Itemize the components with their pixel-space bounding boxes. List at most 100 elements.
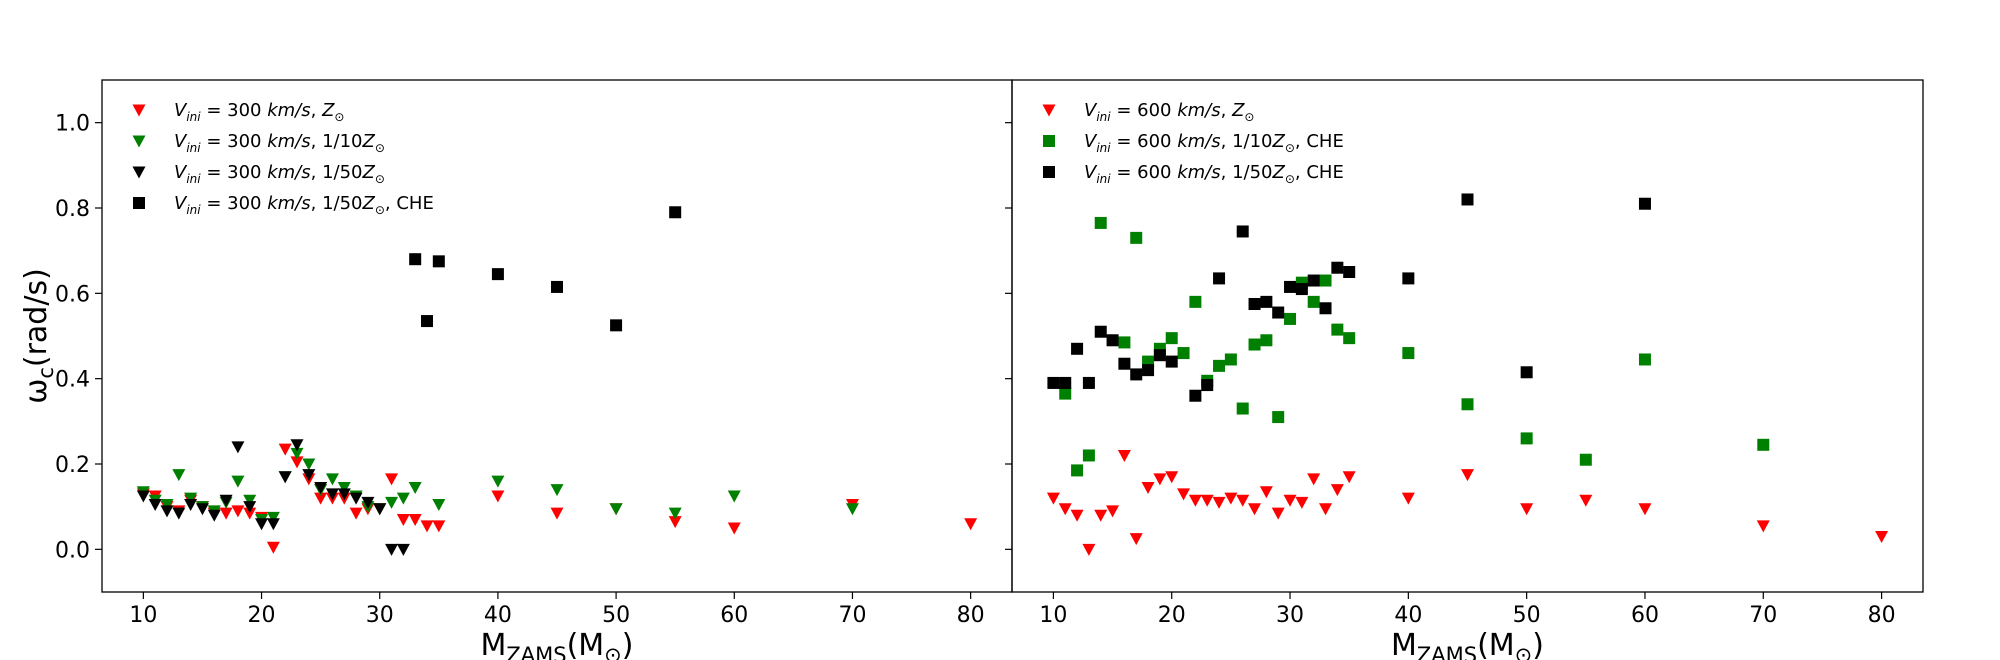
data-point: [1153, 473, 1167, 486]
x-tick-label: 60: [1631, 603, 1659, 628]
legend-entry: Vini = 300 km/s, 1/50Z⊙, CHE: [174, 193, 434, 217]
data-point: [1295, 496, 1309, 509]
data-point: [1212, 496, 1226, 509]
data-point: [491, 490, 505, 503]
data-point: [1046, 492, 1060, 505]
data-point: [1579, 494, 1593, 507]
data-point: [396, 543, 410, 556]
data-point: [420, 520, 434, 533]
series-1-1: [1059, 216, 1770, 477]
data-point: [550, 507, 564, 520]
data-point: [1342, 471, 1356, 484]
x-tick-label: 10: [1039, 603, 1067, 628]
data-point: [1213, 272, 1226, 285]
data-point: [349, 507, 363, 520]
x-tick-label: 80: [957, 603, 985, 628]
legend-entry: Vini = 300 km/s, 1/10Z⊙: [174, 131, 385, 155]
data-point: [1283, 494, 1297, 507]
data-point: [1189, 389, 1202, 402]
data-point: [1200, 494, 1214, 507]
data-point: [1177, 488, 1191, 501]
data-point: [385, 473, 399, 486]
x-axis-label: MZAMS(M⊙): [1391, 628, 1544, 660]
data-point: [136, 490, 150, 503]
data-point: [1059, 387, 1072, 400]
data-point: [1319, 503, 1333, 516]
data-point: [266, 511, 280, 524]
data-point: [1284, 312, 1297, 325]
data-point: [1757, 438, 1770, 451]
data-point: [1153, 349, 1166, 362]
data-point: [314, 481, 328, 494]
data-point: [195, 503, 209, 516]
data-point: [609, 503, 623, 516]
data-point: [1272, 411, 1285, 424]
data-point: [1331, 323, 1344, 336]
x-tick-label: 40: [484, 603, 512, 628]
data-point: [1165, 355, 1178, 368]
data-point: [396, 492, 410, 505]
data-point: [1638, 197, 1651, 210]
data-point: [1520, 432, 1533, 445]
data-point: [243, 507, 257, 520]
data-point: [668, 507, 682, 520]
data-point: [1070, 509, 1084, 522]
data-point: [172, 469, 186, 482]
x-tick-label: 50: [1513, 603, 1541, 628]
data-point: [727, 522, 741, 535]
data-point: [1165, 332, 1178, 345]
data-point: [1461, 193, 1474, 206]
data-point: [1094, 325, 1107, 338]
data-point: [1461, 398, 1474, 411]
data-point: [231, 441, 245, 454]
data-point: [1343, 266, 1356, 278]
data-point: [1224, 492, 1238, 505]
data-point: [1520, 503, 1534, 516]
data-point: [1307, 295, 1320, 308]
data-point: [290, 439, 304, 452]
data-point: [1248, 503, 1262, 516]
data-point: [1402, 347, 1415, 360]
data-point: [1094, 509, 1108, 522]
data-point: [610, 319, 623, 332]
data-point: [1118, 357, 1131, 370]
plot-frame: [1011, 79, 1924, 593]
data-point: [1071, 464, 1084, 477]
data-point: [1106, 505, 1120, 518]
data-point: [727, 490, 741, 503]
data-point: [1082, 449, 1095, 462]
data-point: [1213, 359, 1226, 372]
data-point: [1638, 503, 1652, 516]
data-point: [184, 492, 198, 505]
data-point: [207, 509, 221, 522]
legend-entry: Vini = 600 km/s, Z⊙: [1084, 100, 1254, 124]
data-point: [290, 447, 304, 460]
data-point: [1094, 216, 1107, 229]
data-point: [1307, 473, 1321, 486]
data-point: [409, 253, 422, 266]
data-point: [325, 473, 339, 486]
series-0-1: [136, 447, 859, 526]
data-point: [408, 481, 422, 494]
data-point: [1331, 261, 1344, 274]
data-point: [1188, 494, 1202, 507]
data-point: [385, 496, 399, 509]
y-tick-label: 0.0: [55, 538, 90, 563]
data-point: [1130, 368, 1143, 381]
x-tick-label: 40: [1394, 603, 1422, 628]
data-point: [337, 488, 351, 501]
data-point: [432, 520, 446, 533]
x-tick-label: 60: [720, 603, 748, 628]
data-point: [1130, 231, 1143, 244]
data-point: [1236, 225, 1249, 238]
data-point: [396, 513, 410, 526]
data-point: [1271, 507, 1285, 520]
data-point: [1059, 376, 1072, 389]
data-point: [1224, 353, 1237, 366]
legend-entry: Vini = 300 km/s, 1/50Z⊙: [174, 162, 385, 186]
x-tick-label: 10: [129, 603, 157, 628]
data-point: [1248, 338, 1261, 351]
x-tick-label: 30: [1276, 603, 1304, 628]
data-point: [148, 499, 162, 512]
